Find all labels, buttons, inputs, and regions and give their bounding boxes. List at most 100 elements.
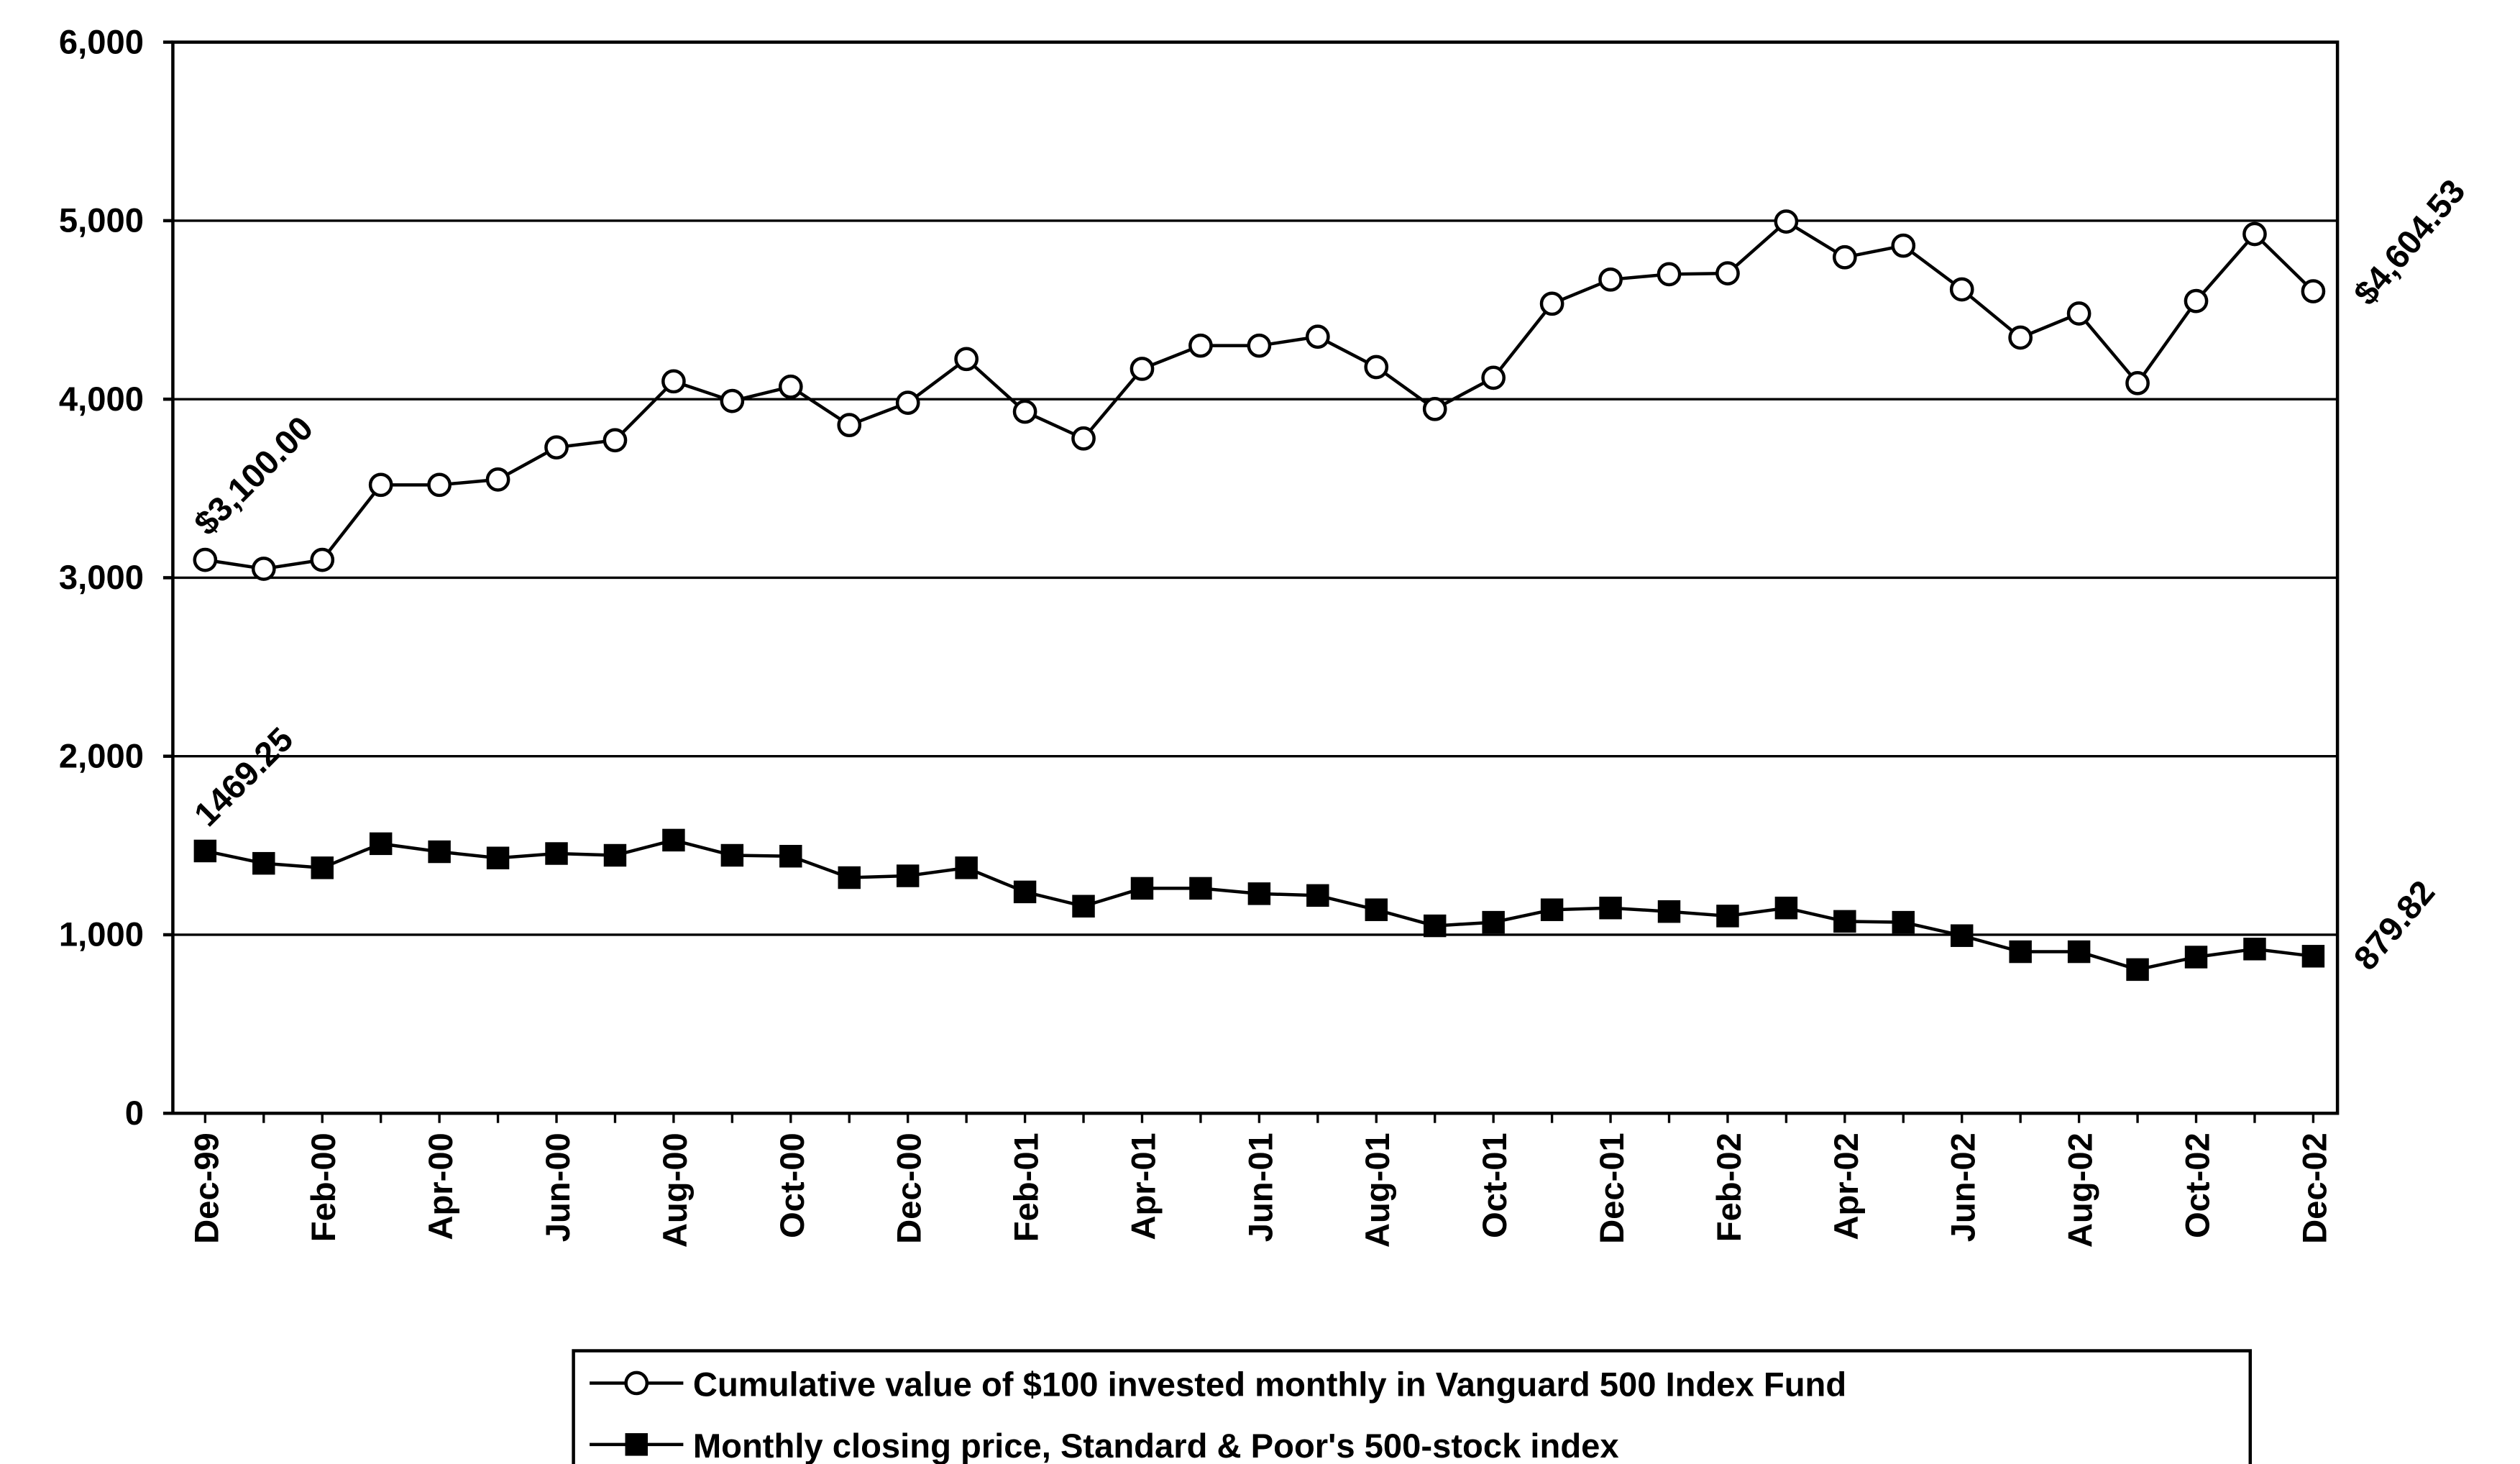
point-marker — [2242, 221, 2267, 247]
legend-box — [572, 1349, 2253, 1464]
point-marker — [1423, 914, 1447, 938]
point-marker — [1013, 880, 1037, 904]
legend-marker — [625, 1433, 648, 1456]
point-marker — [251, 557, 276, 581]
data-label: $3,100.00 — [186, 408, 320, 542]
point-marker — [720, 388, 745, 413]
point-marker — [955, 856, 978, 879]
point-marker — [1774, 209, 1799, 234]
point-marker — [1774, 897, 1798, 920]
point-marker — [1951, 924, 1974, 947]
point-marker — [2067, 940, 2091, 964]
point-marker — [1949, 277, 1974, 302]
point-marker — [1364, 354, 1389, 380]
x-tick-label: Apr-02 — [1827, 1133, 1865, 1240]
point-marker — [603, 843, 627, 867]
point-marker — [2184, 288, 2209, 314]
legend-marker — [624, 1371, 649, 1396]
point-marker — [1482, 910, 1505, 934]
legend-label: Monthly closing price, Standard & Poor's… — [693, 1427, 1619, 1464]
point-marker — [193, 839, 217, 863]
x-tick-label: Aug-01 — [1358, 1133, 1396, 1248]
point-marker — [1189, 877, 1212, 900]
x-tick-label: Jun-02 — [1944, 1133, 1982, 1242]
point-marker — [1422, 396, 1447, 421]
x-tick-label: Dec-00 — [890, 1133, 928, 1244]
x-tick-label: Aug-02 — [2061, 1133, 2099, 1248]
point-marker — [1833, 910, 1856, 933]
y-tick-label: 2,000 — [59, 736, 144, 774]
y-tick-label: 0 — [125, 1094, 144, 1132]
point-marker — [662, 828, 685, 852]
point-marker — [1657, 262, 1682, 287]
point-marker — [1130, 357, 1155, 381]
point-marker — [1892, 910, 1915, 934]
series-line — [205, 219, 2314, 571]
point-marker — [1716, 905, 1739, 928]
point-marker — [1247, 882, 1271, 905]
point-marker — [485, 467, 510, 492]
point-marker — [1657, 900, 1681, 923]
point-marker — [1540, 898, 1564, 921]
point-marker — [602, 428, 628, 453]
y-tick-label: 5,000 — [59, 201, 144, 239]
x-tick-label: Feb-00 — [304, 1133, 342, 1242]
data-label: 1469.25 — [186, 720, 300, 833]
point-marker — [2243, 938, 2266, 961]
point-marker — [954, 347, 979, 372]
y-tick-label: 1,000 — [59, 915, 144, 953]
y-tick-label: 4,000 — [59, 380, 144, 418]
point-marker — [310, 547, 335, 572]
point-marker — [1539, 291, 1564, 316]
x-tick-label: Feb-02 — [1710, 1133, 1748, 1242]
x-tick-label: Jun-00 — [539, 1133, 577, 1242]
point-marker — [2066, 301, 2091, 326]
x-tick-label: Dec-99 — [187, 1133, 225, 1244]
point-marker — [1071, 426, 1096, 451]
point-marker — [896, 864, 920, 887]
data-label: 879.82 — [2346, 873, 2442, 977]
point-marker — [428, 840, 451, 864]
point-marker — [1715, 261, 1740, 285]
point-marker — [368, 472, 393, 498]
point-marker — [1599, 897, 1622, 920]
x-tick-label: Apr-00 — [421, 1133, 459, 1240]
point-marker — [2301, 279, 2326, 303]
point-marker — [837, 413, 862, 438]
x-tick-label: Oct-02 — [2178, 1133, 2216, 1238]
x-tick-label: Dec-01 — [1593, 1133, 1631, 1244]
point-marker — [1130, 877, 1154, 900]
point-marker — [1305, 324, 1330, 349]
point-marker — [2008, 325, 2033, 350]
point-marker — [720, 843, 744, 867]
point-marker — [1072, 895, 1095, 918]
y-tick-label: 3,000 — [59, 558, 144, 596]
point-marker — [1832, 244, 1857, 270]
x-tick-label: Aug-00 — [656, 1133, 694, 1248]
point-marker — [1247, 333, 1272, 358]
point-marker — [1012, 399, 1037, 424]
point-marker — [1481, 365, 1506, 390]
point-marker — [2125, 370, 2150, 395]
point-marker — [486, 846, 510, 869]
point-marker — [311, 856, 334, 879]
data-label: $4,604.53 — [2346, 172, 2472, 312]
point-marker — [545, 842, 568, 865]
point-marker — [2009, 940, 2032, 964]
point-marker — [1891, 233, 1916, 258]
point-marker — [1365, 898, 1388, 921]
point-marker — [838, 866, 861, 889]
point-marker — [1188, 333, 1213, 358]
point-marker — [895, 390, 920, 415]
point-marker — [544, 435, 569, 460]
point-marker — [2184, 946, 2208, 969]
x-tick-label: Jun-01 — [1241, 1133, 1279, 1242]
point-marker — [779, 845, 802, 868]
point-marker — [252, 851, 275, 875]
point-marker — [1306, 884, 1329, 907]
x-tick-label: Dec-02 — [2295, 1133, 2333, 1244]
point-marker — [1598, 267, 1623, 292]
point-marker — [427, 472, 452, 498]
point-marker — [661, 369, 686, 394]
